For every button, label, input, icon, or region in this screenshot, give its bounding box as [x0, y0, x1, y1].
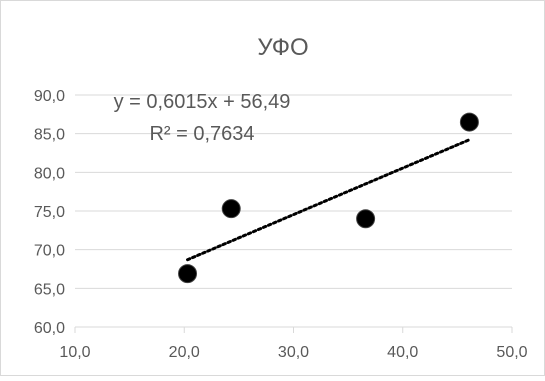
data-point [178, 264, 198, 284]
x-tick-label: 30,0 [278, 344, 309, 361]
y-axis-tick-labels: 60,0 65,0 70,0 75,0 80,0 85,0 90,0 [34, 88, 65, 337]
y-tick-label: 90,0 [34, 88, 65, 105]
chart-title: УФО [257, 34, 308, 61]
data-point [356, 209, 376, 229]
x-axis-tick-labels: 10,0 20,0 30,0 40,0 50,0 [59, 344, 527, 361]
x-tick-label: 40,0 [387, 344, 418, 361]
y-tick-label: 70,0 [34, 243, 65, 260]
trendline-equation: y = 0,6015x + 56,49 [114, 91, 291, 113]
y-tick-label: 80,0 [34, 165, 65, 182]
data-points [178, 112, 479, 284]
y-tick-label: 75,0 [34, 204, 65, 221]
y-tick-label: 85,0 [34, 127, 65, 144]
data-point [221, 199, 241, 219]
trendline [186, 138, 471, 262]
axes [74, 326, 513, 333]
x-tick-label: 10,0 [59, 344, 90, 361]
data-point [459, 112, 479, 132]
gridlines [75, 94, 512, 289]
trendline-layer [186, 138, 471, 262]
x-tick-label: 20,0 [169, 344, 200, 361]
y-tick-label: 65,0 [34, 281, 65, 298]
trendline-r-squared: R² = 0,7634 [149, 123, 254, 145]
x-tick-label: 50,0 [496, 344, 527, 361]
y-tick-label: 60,0 [34, 320, 65, 337]
